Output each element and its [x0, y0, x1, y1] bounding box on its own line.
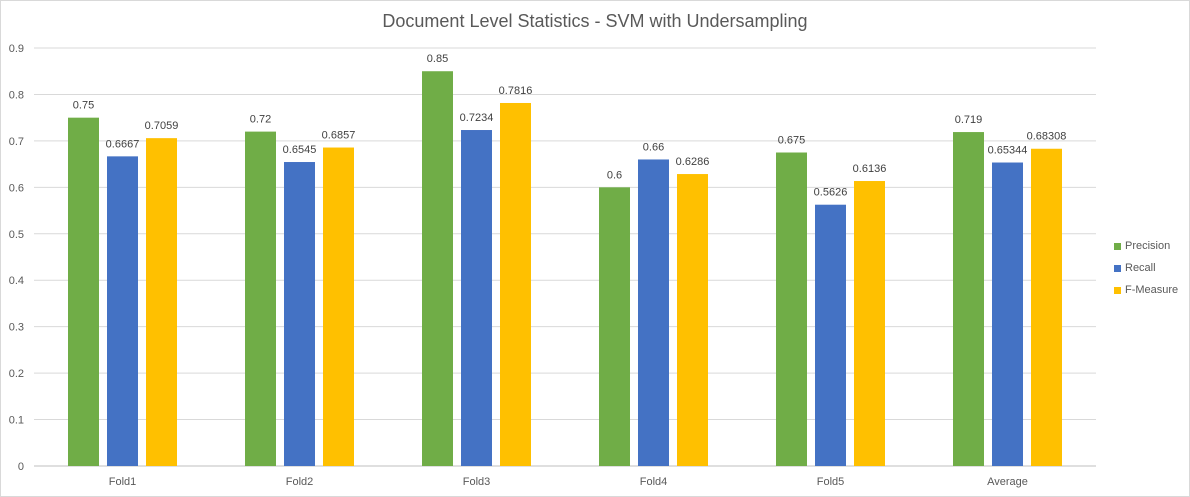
bar [461, 130, 492, 467]
data-label: 0.6545 [283, 144, 317, 156]
data-label: 0.72 [250, 114, 271, 126]
y-tick-label: 0.9 [9, 43, 24, 55]
x-tick-label: Fold3 [463, 476, 491, 488]
x-tick-label: Fold1 [109, 476, 137, 488]
y-tick-label: 0.6 [9, 182, 24, 194]
data-label: 0.66 [643, 141, 664, 153]
data-label: 0.675 [778, 135, 806, 147]
y-tick-label: 0.1 [9, 415, 24, 427]
data-label: 0.65344 [988, 145, 1028, 157]
data-label: 0.68308 [1027, 131, 1067, 143]
legend-swatch [1114, 264, 1121, 272]
y-tick-label: 0 [18, 461, 24, 473]
bar [599, 187, 630, 467]
bar [284, 162, 315, 466]
data-label: 0.75 [73, 100, 94, 112]
data-label: 0.7816 [499, 85, 533, 97]
x-tick-label: Fold5 [817, 476, 845, 488]
bar [500, 102, 531, 466]
data-label: 0.6136 [853, 163, 887, 175]
bar [776, 152, 807, 466]
y-tick-label: 0.5 [9, 229, 24, 241]
legend-label: Precision [1125, 240, 1171, 252]
legend-item: Precision [1114, 235, 1178, 257]
x-tick-label: Fold4 [640, 476, 668, 488]
legend-item: F-Measure [1114, 279, 1178, 301]
bar [323, 147, 354, 466]
bar [677, 174, 708, 466]
bar [992, 162, 1023, 466]
y-tick-label: 0.4 [9, 275, 24, 287]
data-label: 0.7059 [145, 120, 179, 132]
legend-label: Recall [1125, 262, 1156, 274]
bar [815, 204, 846, 466]
y-tick-label: 0.2 [9, 368, 24, 380]
bar [953, 132, 984, 466]
data-label: 0.6286 [676, 156, 710, 168]
data-label: 0.5626 [814, 187, 848, 199]
bar [638, 159, 669, 466]
data-label: 0.6 [607, 169, 622, 181]
x-tick-label: Average [987, 476, 1028, 488]
chart-legend: Precision Recall F-Measure [1114, 235, 1178, 301]
data-label: 0.6857 [322, 130, 356, 142]
bar [854, 181, 885, 466]
data-label: 0.85 [427, 53, 448, 65]
bar [107, 156, 138, 466]
bar [245, 131, 276, 466]
y-tick-label: 0.7 [9, 136, 24, 148]
y-tick-label: 0.3 [9, 322, 24, 334]
data-label: 0.6667 [106, 138, 140, 150]
bar [68, 117, 99, 467]
x-tick-label: Fold2 [286, 476, 314, 488]
legend-swatch [1114, 242, 1121, 250]
bar [422, 71, 453, 466]
data-label: 0.7234 [460, 112, 494, 124]
y-tick-label: 0.8 [9, 89, 24, 101]
legend-swatch [1114, 286, 1121, 294]
bar [1031, 148, 1062, 466]
chart-title: Document Level Statistics - SVM with Und… [382, 11, 808, 31]
data-label: 0.719 [955, 114, 983, 126]
bar [146, 138, 177, 466]
legend-label: F-Measure [1125, 284, 1179, 296]
legend-item: Recall [1114, 257, 1178, 279]
